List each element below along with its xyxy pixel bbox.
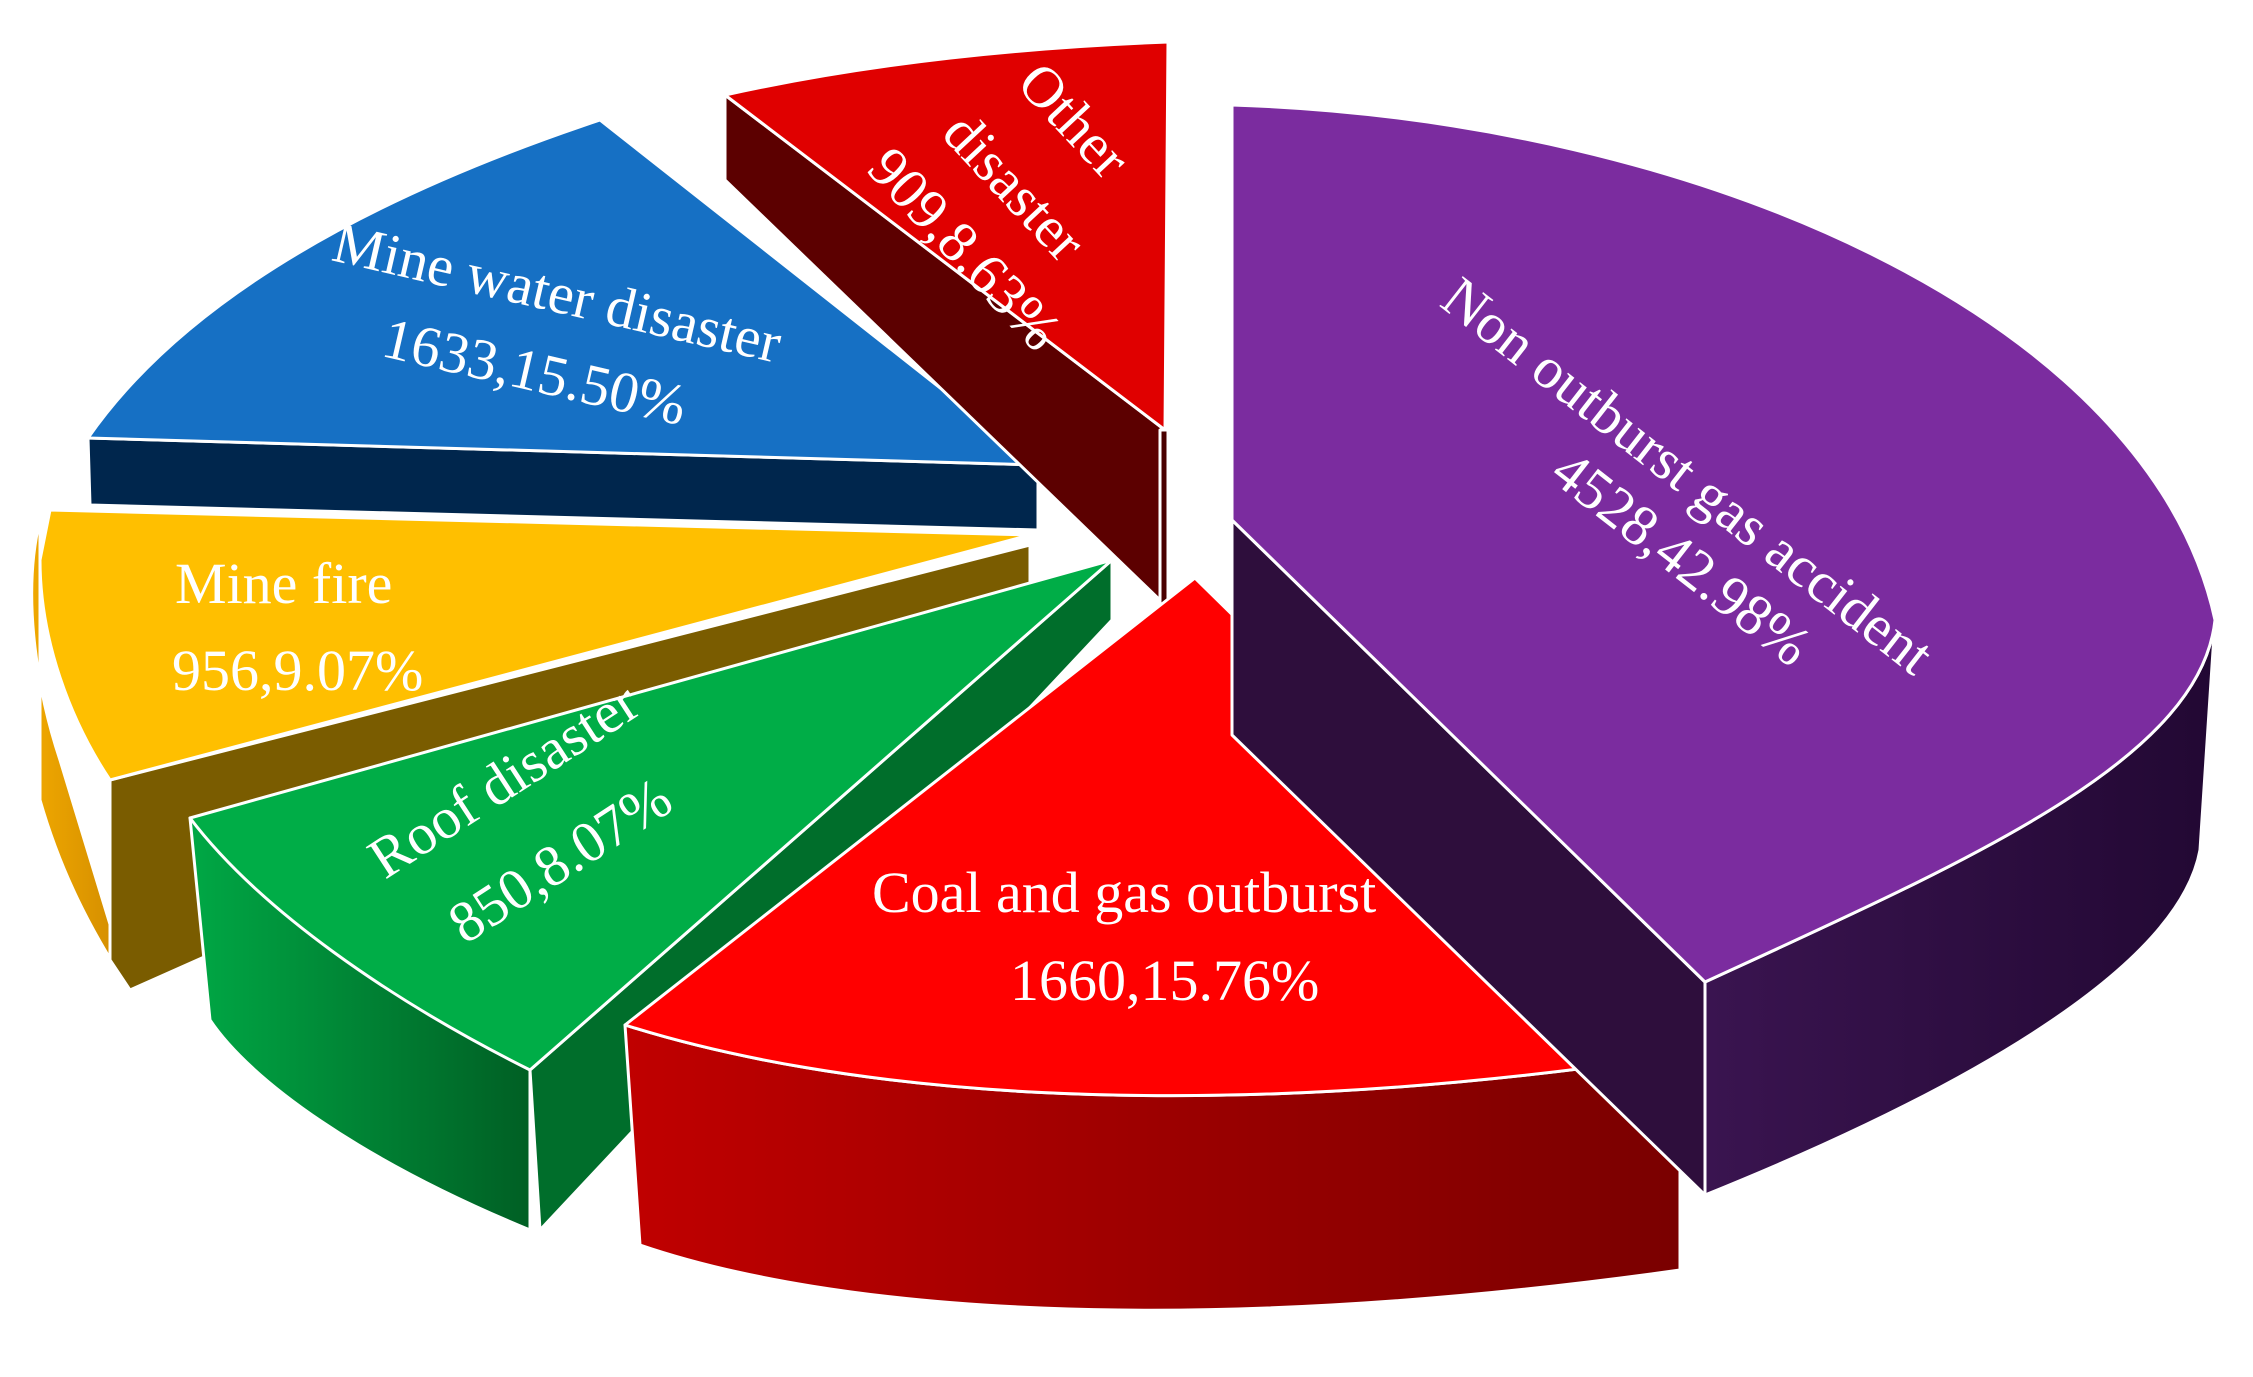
label-mine-fire-name: Mine fire <box>175 551 392 616</box>
slice-mine-fire-side <box>30 518 132 992</box>
label-mine-fire-value: 956,9.07% <box>172 638 423 703</box>
slice-roof-top <box>188 558 1114 1072</box>
slice-mine-fire-top <box>38 508 1032 782</box>
slice-mine-water-top <box>86 118 1040 467</box>
label-mine-fire: Mine fire 956,9.07% <box>172 551 423 703</box>
label-coal-outburst-value: 1660,15.76% <box>1010 948 1319 1013</box>
slice-roof-side <box>188 816 532 1232</box>
slice-mine-water[interactable] <box>86 118 1040 532</box>
slice-other[interactable] <box>723 40 1170 607</box>
slice-non-outburst[interactable] <box>1230 103 2217 1197</box>
slice-other-top <box>723 40 1170 432</box>
slice-non-outburst-top <box>1230 103 2217 984</box>
slice-coal-outburst-top <box>623 576 1682 1098</box>
label-coal-outburst: Coal and gas outburst 1660,15.76% <box>872 860 1376 1013</box>
slice-other-right-side <box>1158 428 1170 607</box>
label-coal-outburst-name: Coal and gas outburst <box>872 860 1376 925</box>
slice-coal-outburst[interactable] <box>623 576 1682 1312</box>
